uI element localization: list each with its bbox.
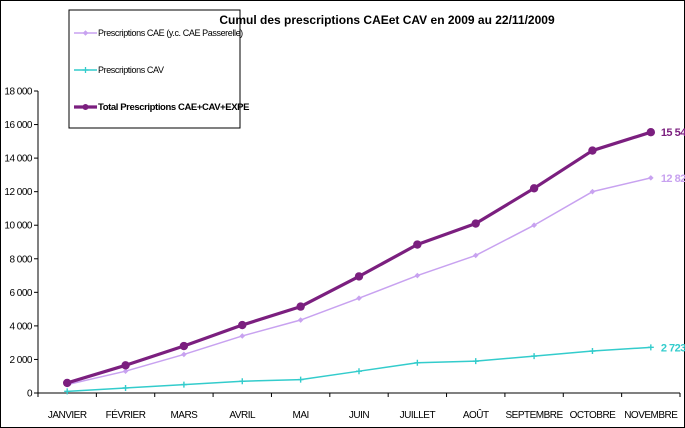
legend-label: Prescriptions CAV bbox=[98, 65, 164, 75]
legend-label: Total Prescriptions CAE+CAV+EXPE bbox=[98, 102, 249, 113]
axes: 0 2 000 4 000 6 000 8 000 10 000 12 000 14 000 1… bbox=[4, 87, 681, 421]
x-tick-label: JANVIER bbox=[48, 410, 87, 421]
data-point bbox=[238, 320, 247, 330]
data-point bbox=[471, 219, 480, 228]
data-point bbox=[239, 333, 246, 339]
y-tick-label: 2 000 bbox=[9, 355, 32, 366]
y-tick-label: 8 000 bbox=[9, 254, 32, 265]
end-value-label: 12 822 bbox=[661, 173, 685, 185]
data-point bbox=[354, 272, 364, 281]
series-line bbox=[66, 130, 652, 385]
data-point bbox=[297, 376, 304, 383]
data-point bbox=[64, 388, 71, 395]
data-point bbox=[181, 351, 187, 358]
legend-marker bbox=[82, 30, 89, 36]
chart-title: Cumul des prescriptions CAEet CAV en 200… bbox=[219, 13, 555, 27]
data-point bbox=[647, 344, 654, 351]
series-3: 15 545 bbox=[62, 127, 685, 388]
x-tick-label: MARS bbox=[170, 410, 198, 421]
y-tick-label: 0 bbox=[27, 389, 33, 400]
data-point bbox=[62, 378, 72, 388]
data-point bbox=[589, 348, 596, 355]
legend-label: Prescriptions CAE (y.c. CAE Passerelle) bbox=[98, 28, 243, 38]
y-tick-label: 6 000 bbox=[9, 288, 32, 299]
data-point bbox=[472, 358, 479, 365]
data-point bbox=[413, 240, 422, 249]
data-point bbox=[414, 359, 421, 366]
data-point bbox=[531, 222, 537, 229]
data-point bbox=[529, 184, 539, 193]
data-point bbox=[296, 302, 305, 311]
x-tick-label: JUILLET bbox=[400, 410, 436, 421]
data-point bbox=[646, 127, 656, 137]
series-group: 2 723 12 822 15 545 bbox=[62, 127, 685, 395]
y-tick-label: 12 000 bbox=[4, 187, 33, 198]
data-point bbox=[122, 384, 129, 391]
data-point bbox=[414, 272, 421, 279]
data-point bbox=[531, 353, 538, 360]
end-value-label: 2 723 bbox=[661, 342, 685, 354]
x-tick-label: AVRIL bbox=[229, 410, 256, 421]
legend: Prescriptions CAE (y.c. CAE Passerelle) P… bbox=[74, 28, 249, 113]
y-tick-label: 16 000 bbox=[4, 120, 33, 131]
data-point bbox=[180, 381, 187, 388]
y-tick-label: 4 000 bbox=[9, 321, 32, 332]
y-tick-label: 14 000 bbox=[4, 154, 33, 165]
x-tick-label: MAI bbox=[292, 410, 308, 421]
y-tick-label: 18 000 bbox=[4, 87, 33, 98]
x-tick-label: NOVEMBRE bbox=[624, 410, 678, 421]
data-point bbox=[648, 175, 654, 181]
x-tick-label: AOÛT bbox=[463, 408, 489, 421]
data-point bbox=[472, 252, 479, 259]
legend-entry: Total Prescriptions CAE+CAV+EXPE bbox=[74, 102, 249, 113]
legend-entry: Prescriptions CAE (y.c. CAE Passerelle) bbox=[74, 28, 244, 38]
x-tick-label: JUIN bbox=[349, 410, 370, 421]
data-point bbox=[588, 146, 597, 155]
legend-marker bbox=[82, 67, 89, 73]
data-point bbox=[179, 341, 189, 351]
data-point bbox=[239, 378, 246, 385]
x-tick-label: FÉVRIER bbox=[106, 408, 146, 421]
x-tick-label: SEPTEMBRE bbox=[505, 410, 563, 421]
y-tick-label: 10 000 bbox=[4, 221, 33, 232]
legend-box bbox=[68, 9, 241, 129]
legend-entry: Prescriptions CAV bbox=[74, 65, 164, 75]
x-tick-label: OCTOBRE bbox=[570, 410, 617, 421]
series-2: 2 723 bbox=[64, 342, 685, 395]
data-point bbox=[356, 295, 362, 302]
legend-marker bbox=[82, 104, 89, 110]
data-point bbox=[121, 361, 130, 370]
data-point bbox=[356, 368, 362, 375]
data-point bbox=[122, 368, 129, 374]
data-point bbox=[589, 188, 596, 195]
data-point bbox=[297, 317, 304, 323]
end-value-label: 15 545 bbox=[661, 127, 685, 139]
